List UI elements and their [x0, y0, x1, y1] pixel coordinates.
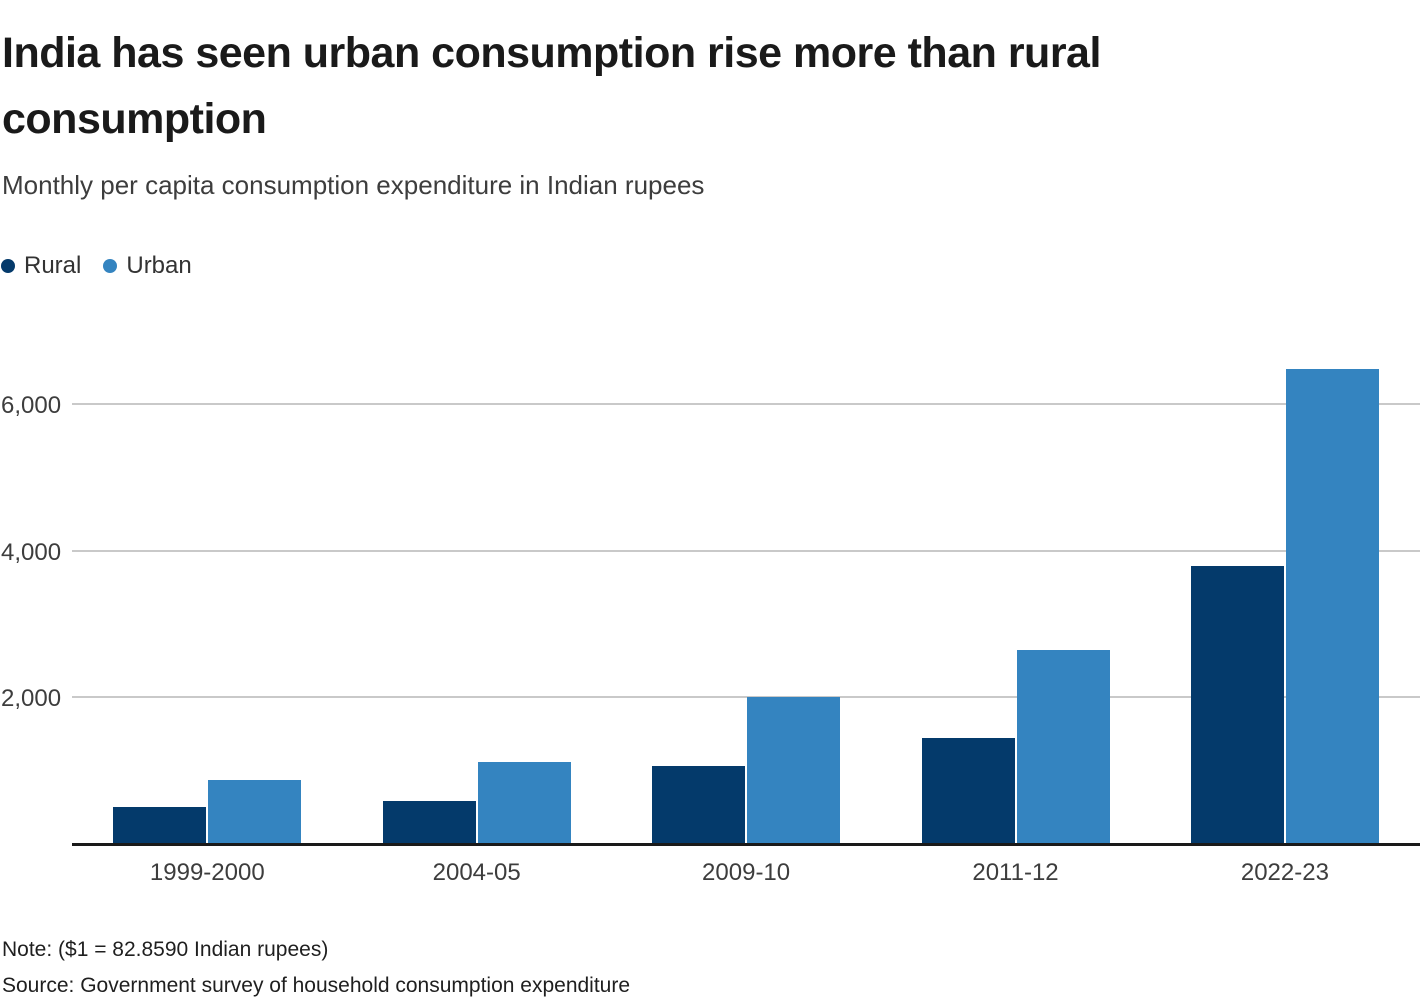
title-line-1: India has seen urban consumption rise mo… — [2, 29, 1101, 77]
source-text: Source: Government survey of household c… — [2, 974, 631, 997]
y-axis-label-4000: 4,000 — [1, 538, 62, 566]
rural-legend-dot-icon — [1, 259, 15, 273]
chart-subtitle: Monthly per capita consumption expenditu… — [2, 170, 705, 200]
legend-item-urban: Urban — [103, 251, 192, 281]
bar-rural-2004-05 — [382, 800, 476, 843]
x-axis-label-1999-2000: 1999-2000 — [149, 859, 265, 886]
x-axis-line — [72, 843, 1420, 846]
note-text: Note: ($1 = 82.8590 Indian rupees) — [2, 938, 329, 961]
x-axis-label-2004-05: 2004-05 — [432, 859, 521, 886]
legend-label-rural: Rural — [24, 252, 82, 279]
legend-item-rural: Rural — [1, 251, 81, 281]
gridline-6000 — [72, 402, 1420, 405]
bar-rural-2022-23 — [1190, 566, 1284, 843]
bar-rural-2009-10 — [652, 765, 746, 843]
x-axis-label-2022-23: 2022-23 — [1240, 859, 1329, 886]
bar-rural-1999-2000 — [113, 807, 207, 843]
bar-urban-2004-05 — [477, 761, 571, 843]
bar-urban-1999-2000 — [208, 780, 302, 843]
bar-urban-2022-23 — [1285, 369, 1379, 843]
title-line-2: consumption — [2, 95, 267, 143]
x-axis-label-2011-12: 2011-12 — [972, 859, 1059, 886]
page-title: India has seen urban consumption rise mo… — [2, 20, 1322, 152]
y-axis-label-2000: 2,000 — [1, 685, 62, 713]
legend-label-urban: Urban — [126, 252, 192, 279]
bar-urban-2011-12 — [1016, 650, 1110, 843]
gridline-2000 — [72, 696, 1420, 699]
bar-rural-2011-12 — [921, 738, 1015, 843]
urban-legend-dot-icon — [103, 259, 118, 273]
y-axis-label-6000: 6,000 — [1, 391, 62, 419]
chart-legend: Rural Urban — [1, 251, 192, 281]
x-axis-label-2009-10: 2009-10 — [702, 859, 791, 886]
bar-urban-2009-10 — [747, 697, 841, 843]
gridline-4000 — [72, 549, 1420, 552]
